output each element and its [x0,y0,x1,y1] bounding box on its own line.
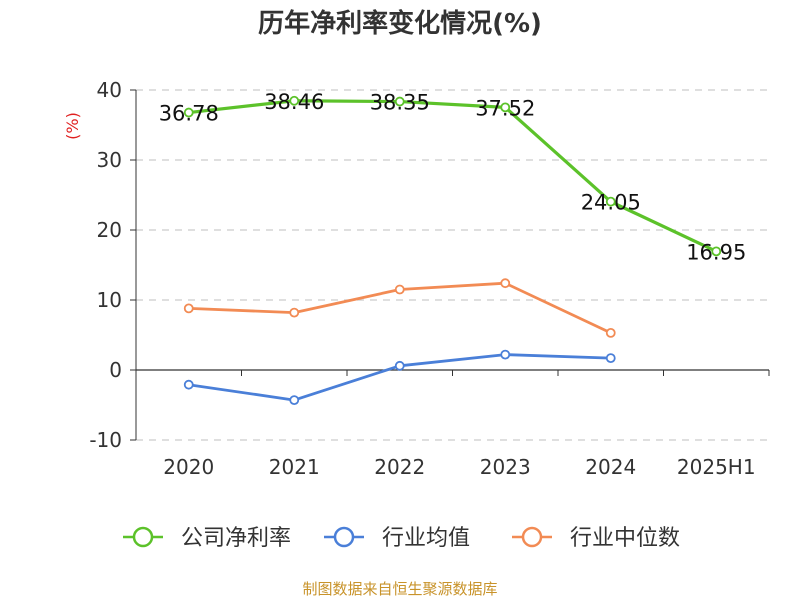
legend-marker [521,526,543,548]
data-point [289,395,300,406]
series-line-0 [188,99,717,253]
data-point [394,96,405,107]
legend-marker [333,526,355,548]
x-tick-label: 2021 [269,455,320,479]
series-lines [183,95,722,406]
x-tick-label: 2022 [374,455,425,479]
x-tick-label: 2020 [163,455,214,479]
legend-label: 公司净利率 [181,526,291,551]
legend-label: 行业中位数 [570,526,680,551]
chart-title: 历年净利率变化情况(%) [258,8,542,39]
y-tick-label: 40 [97,78,122,102]
legend: 公司净利率 行业均值 行业中位数 [123,526,680,551]
data-label: 37.52 [475,96,535,120]
data-point [500,349,511,360]
data-label: 38.35 [370,91,430,115]
source-note: 制图数据来自恒生聚源数据库 [302,580,497,598]
x-tick-labels: 2020 2021 2022 2023 2024 2025H1 [163,455,755,479]
data-point [289,95,300,106]
axes [130,89,770,441]
data-point [289,307,300,318]
data-point [183,379,194,390]
x-tick-label: 2025H1 [677,455,756,479]
legend-marker [132,526,154,548]
y-tick-label: 10 [97,288,122,312]
y-tick-label: 0 [109,358,122,382]
y-unit-label: (%) [63,112,82,140]
gridlines [136,89,769,441]
data-point [500,102,511,113]
y-tick-label: -10 [89,428,122,452]
legend-label: 行业均值 [382,526,470,551]
data-point [711,246,722,257]
data-point [394,360,405,371]
y-tick-label: 20 [97,218,122,242]
data-point [394,284,405,295]
data-point [183,303,194,314]
data-labels: 36.78 38.46 38.35 37.52 24.05 16.95 [159,90,747,265]
data-point [605,327,616,338]
y-tick-label: 30 [97,148,122,172]
data-label: 36.78 [159,102,219,126]
y-tick-labels: 40 30 20 10 0 -10 [89,78,122,452]
data-label: 16.95 [686,240,746,264]
x-tick-label: 2023 [480,455,531,479]
data-point [605,196,616,207]
data-point [500,278,511,289]
data-label: 38.46 [264,90,324,114]
data-point [605,353,616,364]
data-point [183,107,194,118]
data-label: 24.05 [581,191,641,215]
x-tick-label: 2024 [585,455,636,479]
